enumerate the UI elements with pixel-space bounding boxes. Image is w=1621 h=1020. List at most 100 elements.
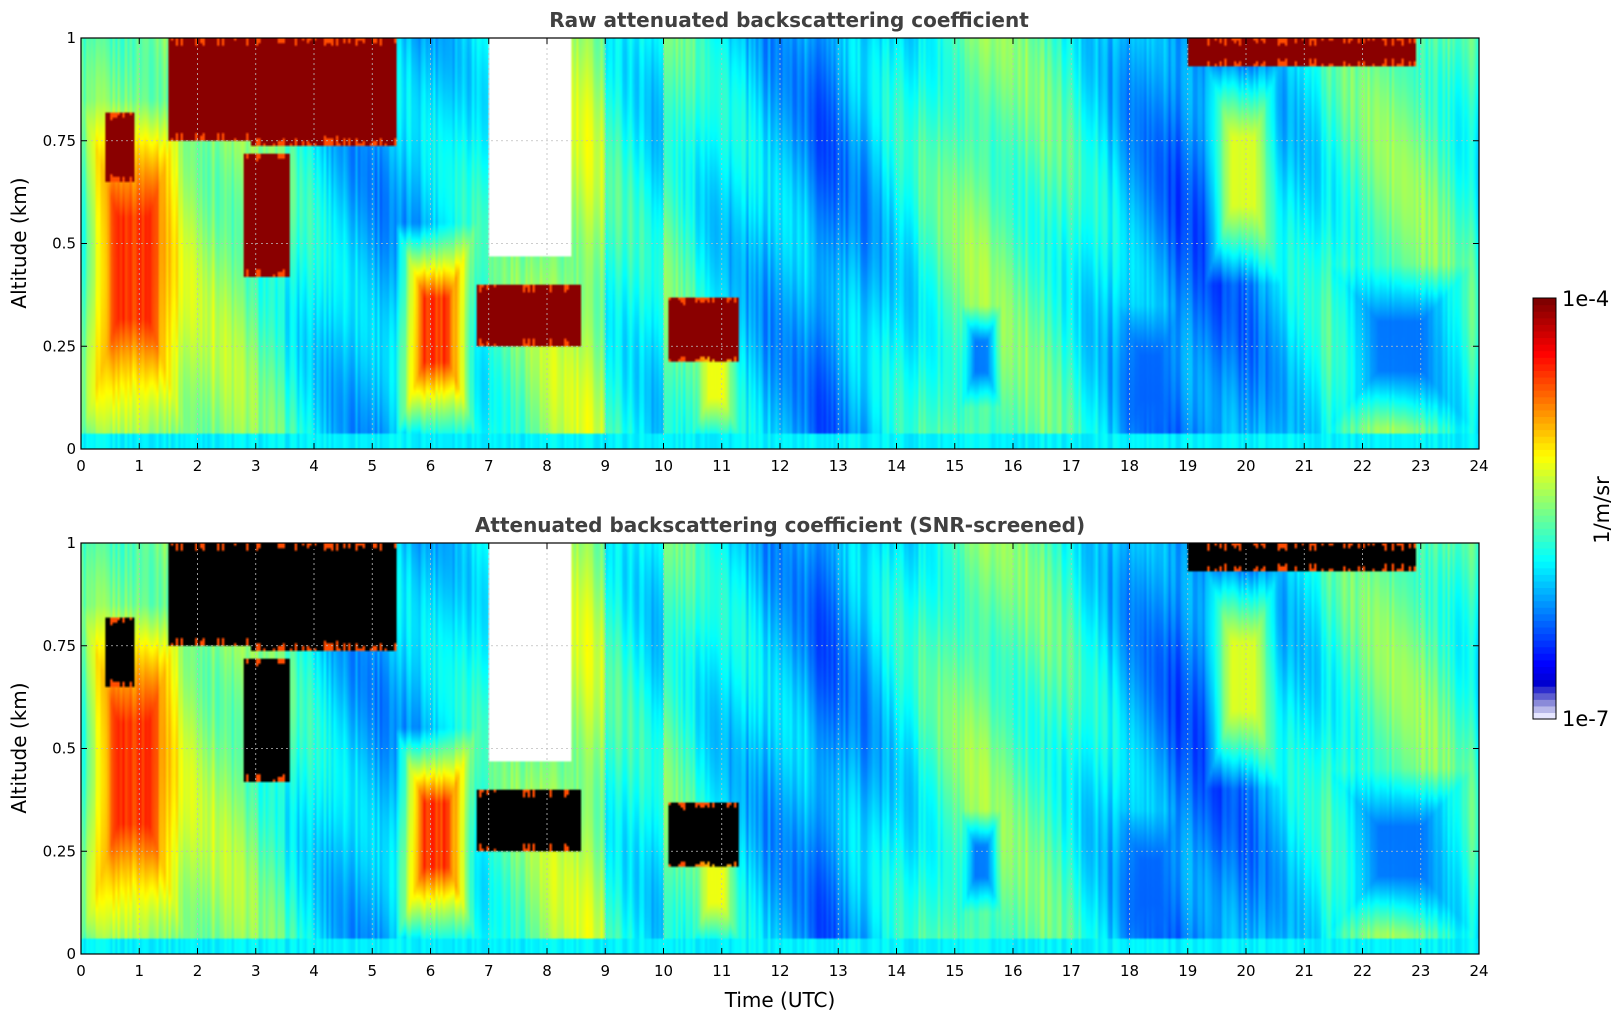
- y-axis-label-raw: Altitude (km): [7, 177, 31, 308]
- x-tick-label: 24: [1469, 962, 1488, 980]
- colorbar-step: [1533, 672, 1556, 681]
- x-tick-label: 5: [367, 457, 377, 475]
- colorbar-step: [1533, 712, 1556, 720]
- colorbar: 1e-4 1e-7 1/m/sr: [1532, 287, 1614, 731]
- colorbar-step: [1533, 679, 1556, 687]
- colorbar-step: [1533, 692, 1556, 700]
- y-tick-label: 0.5: [52, 740, 76, 758]
- colorbar-step: [1533, 436, 1556, 444]
- x-tick-label: 12: [770, 457, 789, 475]
- colorbar-step: [1533, 429, 1556, 437]
- colorbar-step: [1533, 363, 1556, 371]
- x-tick-label: 10: [654, 962, 673, 980]
- colorbar-step: [1533, 567, 1556, 575]
- x-tick-label: 6: [426, 457, 436, 475]
- x-tick-label: 6: [426, 962, 436, 980]
- colorbar-step: [1533, 626, 1556, 635]
- panel-raw: Raw attenuated backscattering coefficien…: [7, 8, 1489, 475]
- colorbar-step: [1533, 580, 1556, 589]
- x-tick-label: 4: [309, 962, 319, 980]
- x-tick-label: 8: [542, 962, 552, 980]
- x-tick-label: 13: [829, 457, 848, 475]
- colorbar-step: [1533, 311, 1556, 319]
- colorbar-step: [1533, 705, 1556, 714]
- x-tick-label: 7: [484, 962, 494, 980]
- x-axis-label: Time (UTC): [724, 988, 836, 1012]
- x-tick-label: 11: [712, 457, 731, 475]
- y-tick-label: 0.5: [52, 235, 76, 253]
- colorbar-step: [1533, 594, 1556, 602]
- colorbar-step: [1533, 482, 1556, 490]
- x-tick-label: 20: [1236, 962, 1255, 980]
- colorbar-step: [1533, 686, 1556, 694]
- x-tick-label: 23: [1411, 962, 1430, 980]
- y-axis-screened: 0 0.25 0.5 0.75 1: [43, 534, 1479, 963]
- colorbar-step: [1533, 390, 1556, 398]
- x-tick-label: 16: [1003, 962, 1022, 980]
- x-tick-label: 14: [887, 962, 906, 980]
- colorbar-step: [1533, 508, 1556, 516]
- colorbar-frame: [1532, 297, 1557, 720]
- colorbar-step: [1533, 409, 1556, 418]
- x-tick-label: 15: [945, 962, 964, 980]
- x-axis-raw: 0 1 2 3 4 5 6 7 8 9 10 11 12 13 14 15 16 17 18 19 20 21 22 23 24: [76, 38, 1489, 475]
- panel-title-raw: Raw attenuated backscattering coefficien…: [549, 8, 1029, 32]
- colorbar-max-label: 1e-4: [1562, 287, 1609, 311]
- colorbar-step: [1533, 613, 1556, 621]
- colorbar-step: [1533, 304, 1556, 312]
- colorbar-step: [1533, 501, 1556, 510]
- colorbar-step: [1533, 554, 1556, 562]
- x-tick-label: 0: [76, 962, 86, 980]
- x-tick-label: 5: [367, 962, 377, 980]
- panel-title-screened: Attenuated backscattering coefficient (S…: [475, 513, 1085, 537]
- colorbar-step: [1533, 403, 1556, 411]
- x-axis-screened: 0 1 2 3 4 5 6 7 8 9 10 11 12 13 14 15 16 17 18 19 20 21 22 23 24: [76, 543, 1489, 980]
- x-tick-label: 1: [134, 457, 144, 475]
- x-tick-label: 19: [1178, 962, 1197, 980]
- colorbar-step: [1533, 357, 1556, 365]
- colorbar-step: [1533, 475, 1556, 483]
- x-tick-label: 18: [1120, 457, 1139, 475]
- colorbar-step: [1533, 449, 1556, 457]
- colorbar-step: [1533, 633, 1556, 641]
- x-tick-label: 21: [1295, 457, 1314, 475]
- colorbar-step: [1533, 462, 1556, 470]
- x-tick-label: 3: [251, 457, 261, 475]
- x-tick-label: 14: [887, 457, 906, 475]
- colorbar-step: [1533, 442, 1556, 450]
- colorbar-step: [1533, 370, 1556, 378]
- x-tick-label: 2: [193, 962, 203, 980]
- x-tick-label: 24: [1469, 457, 1488, 475]
- colorbar-min-label: 1e-7: [1562, 707, 1609, 731]
- colorbar-step: [1533, 298, 1556, 306]
- y-tick-label: 0.25: [43, 337, 76, 355]
- colorbar-step: [1533, 337, 1556, 345]
- x-tick-label: 19: [1178, 457, 1197, 475]
- y-tick-label: 0.75: [43, 637, 76, 655]
- colorbar-step: [1533, 330, 1556, 339]
- colorbar-step: [1533, 416, 1556, 424]
- colorbar-step: [1533, 653, 1556, 661]
- colorbar-step: [1533, 646, 1556, 654]
- colorbar-unit-label: 1/m/sr: [1590, 476, 1614, 544]
- x-tick-label: 22: [1353, 457, 1372, 475]
- x-tick-label: 8: [542, 457, 552, 475]
- colorbar-step: [1533, 699, 1556, 707]
- colorbar-step: [1533, 324, 1556, 332]
- colorbar-step: [1533, 455, 1556, 464]
- colorbar-step: [1533, 383, 1556, 391]
- y-tick-label: 1: [66, 534, 76, 552]
- y-tick-label: 1: [66, 29, 76, 47]
- x-tick-label: 12: [770, 962, 789, 980]
- colorbar-step: [1533, 396, 1556, 404]
- x-tick-label: 22: [1353, 962, 1372, 980]
- x-tick-label: 0: [76, 457, 86, 475]
- x-tick-label: 16: [1003, 457, 1022, 475]
- colorbar-step: [1533, 317, 1556, 325]
- y-tick-label: 0.25: [43, 842, 76, 860]
- colorbar-step: [1533, 640, 1556, 648]
- x-tick-label: 23: [1411, 457, 1430, 475]
- x-tick-label: 9: [600, 457, 610, 475]
- x-tick-label: 7: [484, 457, 494, 475]
